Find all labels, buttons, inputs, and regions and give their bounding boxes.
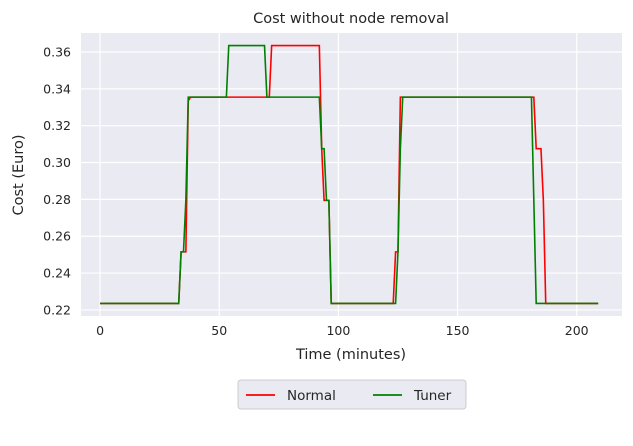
y-tick-label: 0.26 xyxy=(43,229,71,244)
plot-background xyxy=(81,33,622,316)
y-tick-label: 0.24 xyxy=(43,266,71,281)
x-tick-label: 200 xyxy=(565,323,589,338)
x-tick-label: 0 xyxy=(96,323,104,338)
y-tick-label: 0.30 xyxy=(43,155,71,170)
y-tick-label: 0.36 xyxy=(43,44,71,59)
legend: Normal Tuner xyxy=(237,379,467,410)
series-line-tuner xyxy=(100,44,599,305)
y-tick-label: 0.28 xyxy=(43,192,71,207)
x-tick-label: 150 xyxy=(446,323,470,338)
y-tick-label: 0.32 xyxy=(43,118,71,133)
series-lines xyxy=(100,44,599,305)
x-axis-title: Time (minutes) xyxy=(295,347,406,363)
legend-label-tuner: Tuner xyxy=(413,388,452,404)
x-tick-label: 50 xyxy=(211,323,227,338)
x-tick-labels: 0 50 100 150 200 xyxy=(96,323,589,338)
chart-title: Cost without node removal xyxy=(253,11,449,27)
legend-label-normal: Normal xyxy=(287,388,336,404)
legend-frame xyxy=(237,379,467,410)
x-tick-label: 100 xyxy=(326,323,350,338)
y-tick-label: 0.34 xyxy=(43,81,71,96)
y-tick-label: 0.22 xyxy=(43,302,71,317)
y-tick-labels: 0.22 0.24 0.26 0.28 0.30 0.32 0.34 0.36 xyxy=(43,44,71,317)
y-axis-title: Cost (Euro) xyxy=(11,134,27,215)
